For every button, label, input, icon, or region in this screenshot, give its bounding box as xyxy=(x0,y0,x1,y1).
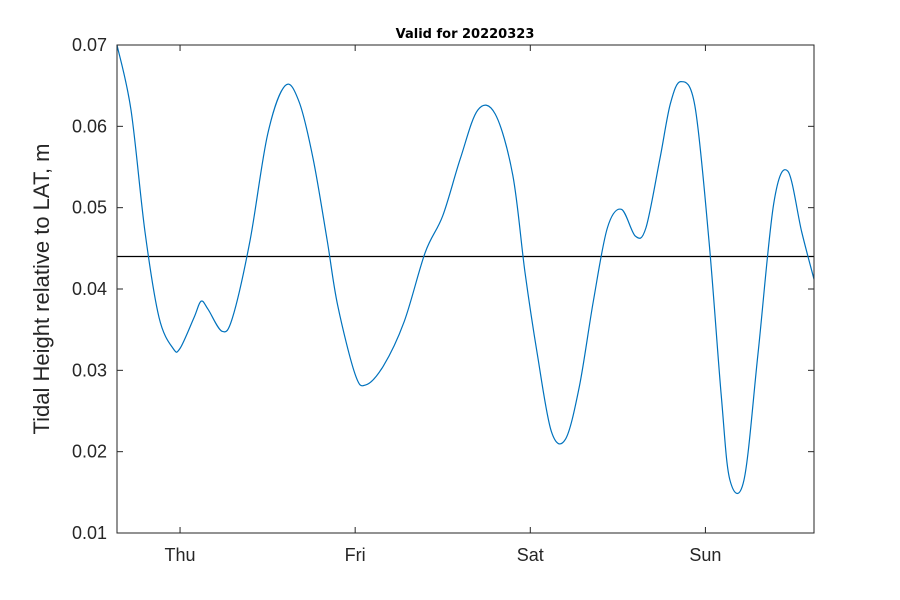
x-tick-label: Sat xyxy=(517,545,544,565)
plot-area xyxy=(117,45,814,533)
series-layer xyxy=(116,44,815,494)
y-tick-label: 0.07 xyxy=(72,35,107,55)
y-axis-label: Tidal Height relative to LAT, m xyxy=(29,143,54,434)
y-tick-label: 0.04 xyxy=(72,279,107,299)
chart-title: Valid for 20220323 xyxy=(396,27,535,42)
y-tick-label: 0.06 xyxy=(72,116,107,136)
y-tick-label: 0.01 xyxy=(72,523,107,543)
y-tick-label: 0.02 xyxy=(72,442,107,462)
x-tick-label: Fri xyxy=(345,545,366,565)
x-tick-label: Sun xyxy=(689,545,721,565)
y-axis-ticks: 0.01 0.02 0.03 0.04 0.05 0.06 0.07 xyxy=(72,35,814,543)
y-tick-label: 0.05 xyxy=(72,198,107,218)
series-line-0 xyxy=(116,44,815,494)
y-tick-label: 0.03 xyxy=(72,360,107,380)
x-tick-label: Thu xyxy=(165,545,196,565)
x-axis-ticks: Thu Fri Sat Sun xyxy=(165,45,721,565)
